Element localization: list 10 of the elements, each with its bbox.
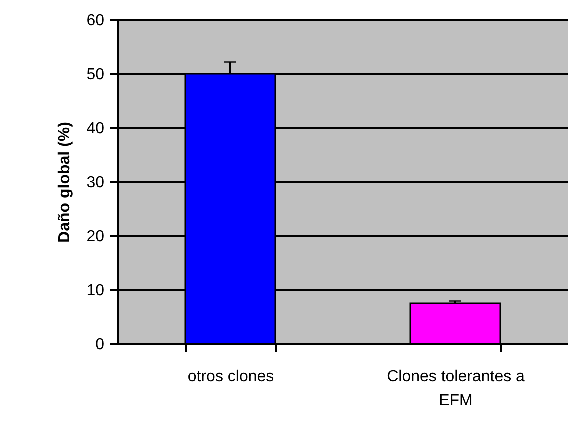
y-tick-label: 60 [86,12,105,30]
y-tick-label: 50 [86,66,105,84]
y-tick-label: 30 [86,174,105,192]
y-tick-label: 0 [96,336,105,354]
y-tick-label: 20 [86,228,105,246]
y-axis-title: Daño global (%) [56,122,74,243]
y-tick-label: 40 [86,120,105,138]
x-tick-label: otros clones [188,368,274,386]
y-tick-label: 10 [86,282,105,300]
x-tick-label: Clones tolerantes a EFM [387,368,526,410]
